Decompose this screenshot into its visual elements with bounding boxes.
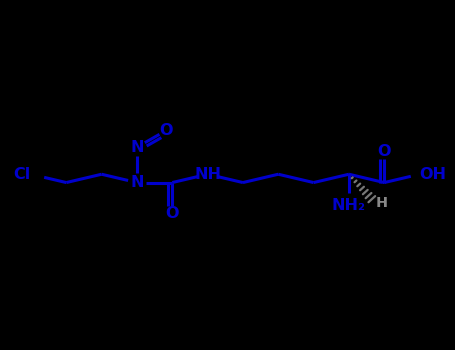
Text: O: O [166,206,179,221]
Text: N: N [130,175,144,190]
Text: Cl: Cl [14,167,31,182]
Text: O: O [159,123,173,138]
Text: N: N [130,140,144,155]
Text: OH: OH [420,167,447,182]
Text: O: O [378,144,391,159]
Text: NH₂: NH₂ [332,198,366,213]
Text: H: H [375,196,388,210]
Text: NH: NH [194,167,221,182]
